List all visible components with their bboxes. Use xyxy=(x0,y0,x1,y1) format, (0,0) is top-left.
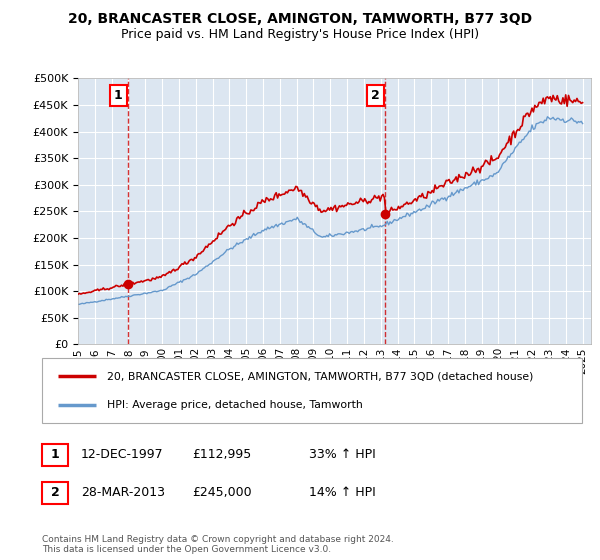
Text: 2: 2 xyxy=(51,486,59,500)
Text: £112,995: £112,995 xyxy=(192,448,251,461)
Text: £245,000: £245,000 xyxy=(192,486,251,500)
Text: 12-DEC-1997: 12-DEC-1997 xyxy=(81,448,164,461)
Text: 1: 1 xyxy=(51,448,59,461)
Text: HPI: Average price, detached house, Tamworth: HPI: Average price, detached house, Tamw… xyxy=(107,400,362,410)
Text: 20, BRANCASTER CLOSE, AMINGTON, TAMWORTH, B77 3QD: 20, BRANCASTER CLOSE, AMINGTON, TAMWORTH… xyxy=(68,12,532,26)
Text: 28-MAR-2013: 28-MAR-2013 xyxy=(81,486,165,500)
Text: 1: 1 xyxy=(114,89,123,102)
Text: 20, BRANCASTER CLOSE, AMINGTON, TAMWORTH, B77 3QD (detached house): 20, BRANCASTER CLOSE, AMINGTON, TAMWORTH… xyxy=(107,371,533,381)
Text: 33% ↑ HPI: 33% ↑ HPI xyxy=(309,448,376,461)
Text: Contains HM Land Registry data © Crown copyright and database right 2024.
This d: Contains HM Land Registry data © Crown c… xyxy=(42,535,394,554)
Text: Price paid vs. HM Land Registry's House Price Index (HPI): Price paid vs. HM Land Registry's House … xyxy=(121,28,479,41)
Text: 2: 2 xyxy=(371,89,380,102)
Text: 14% ↑ HPI: 14% ↑ HPI xyxy=(309,486,376,500)
